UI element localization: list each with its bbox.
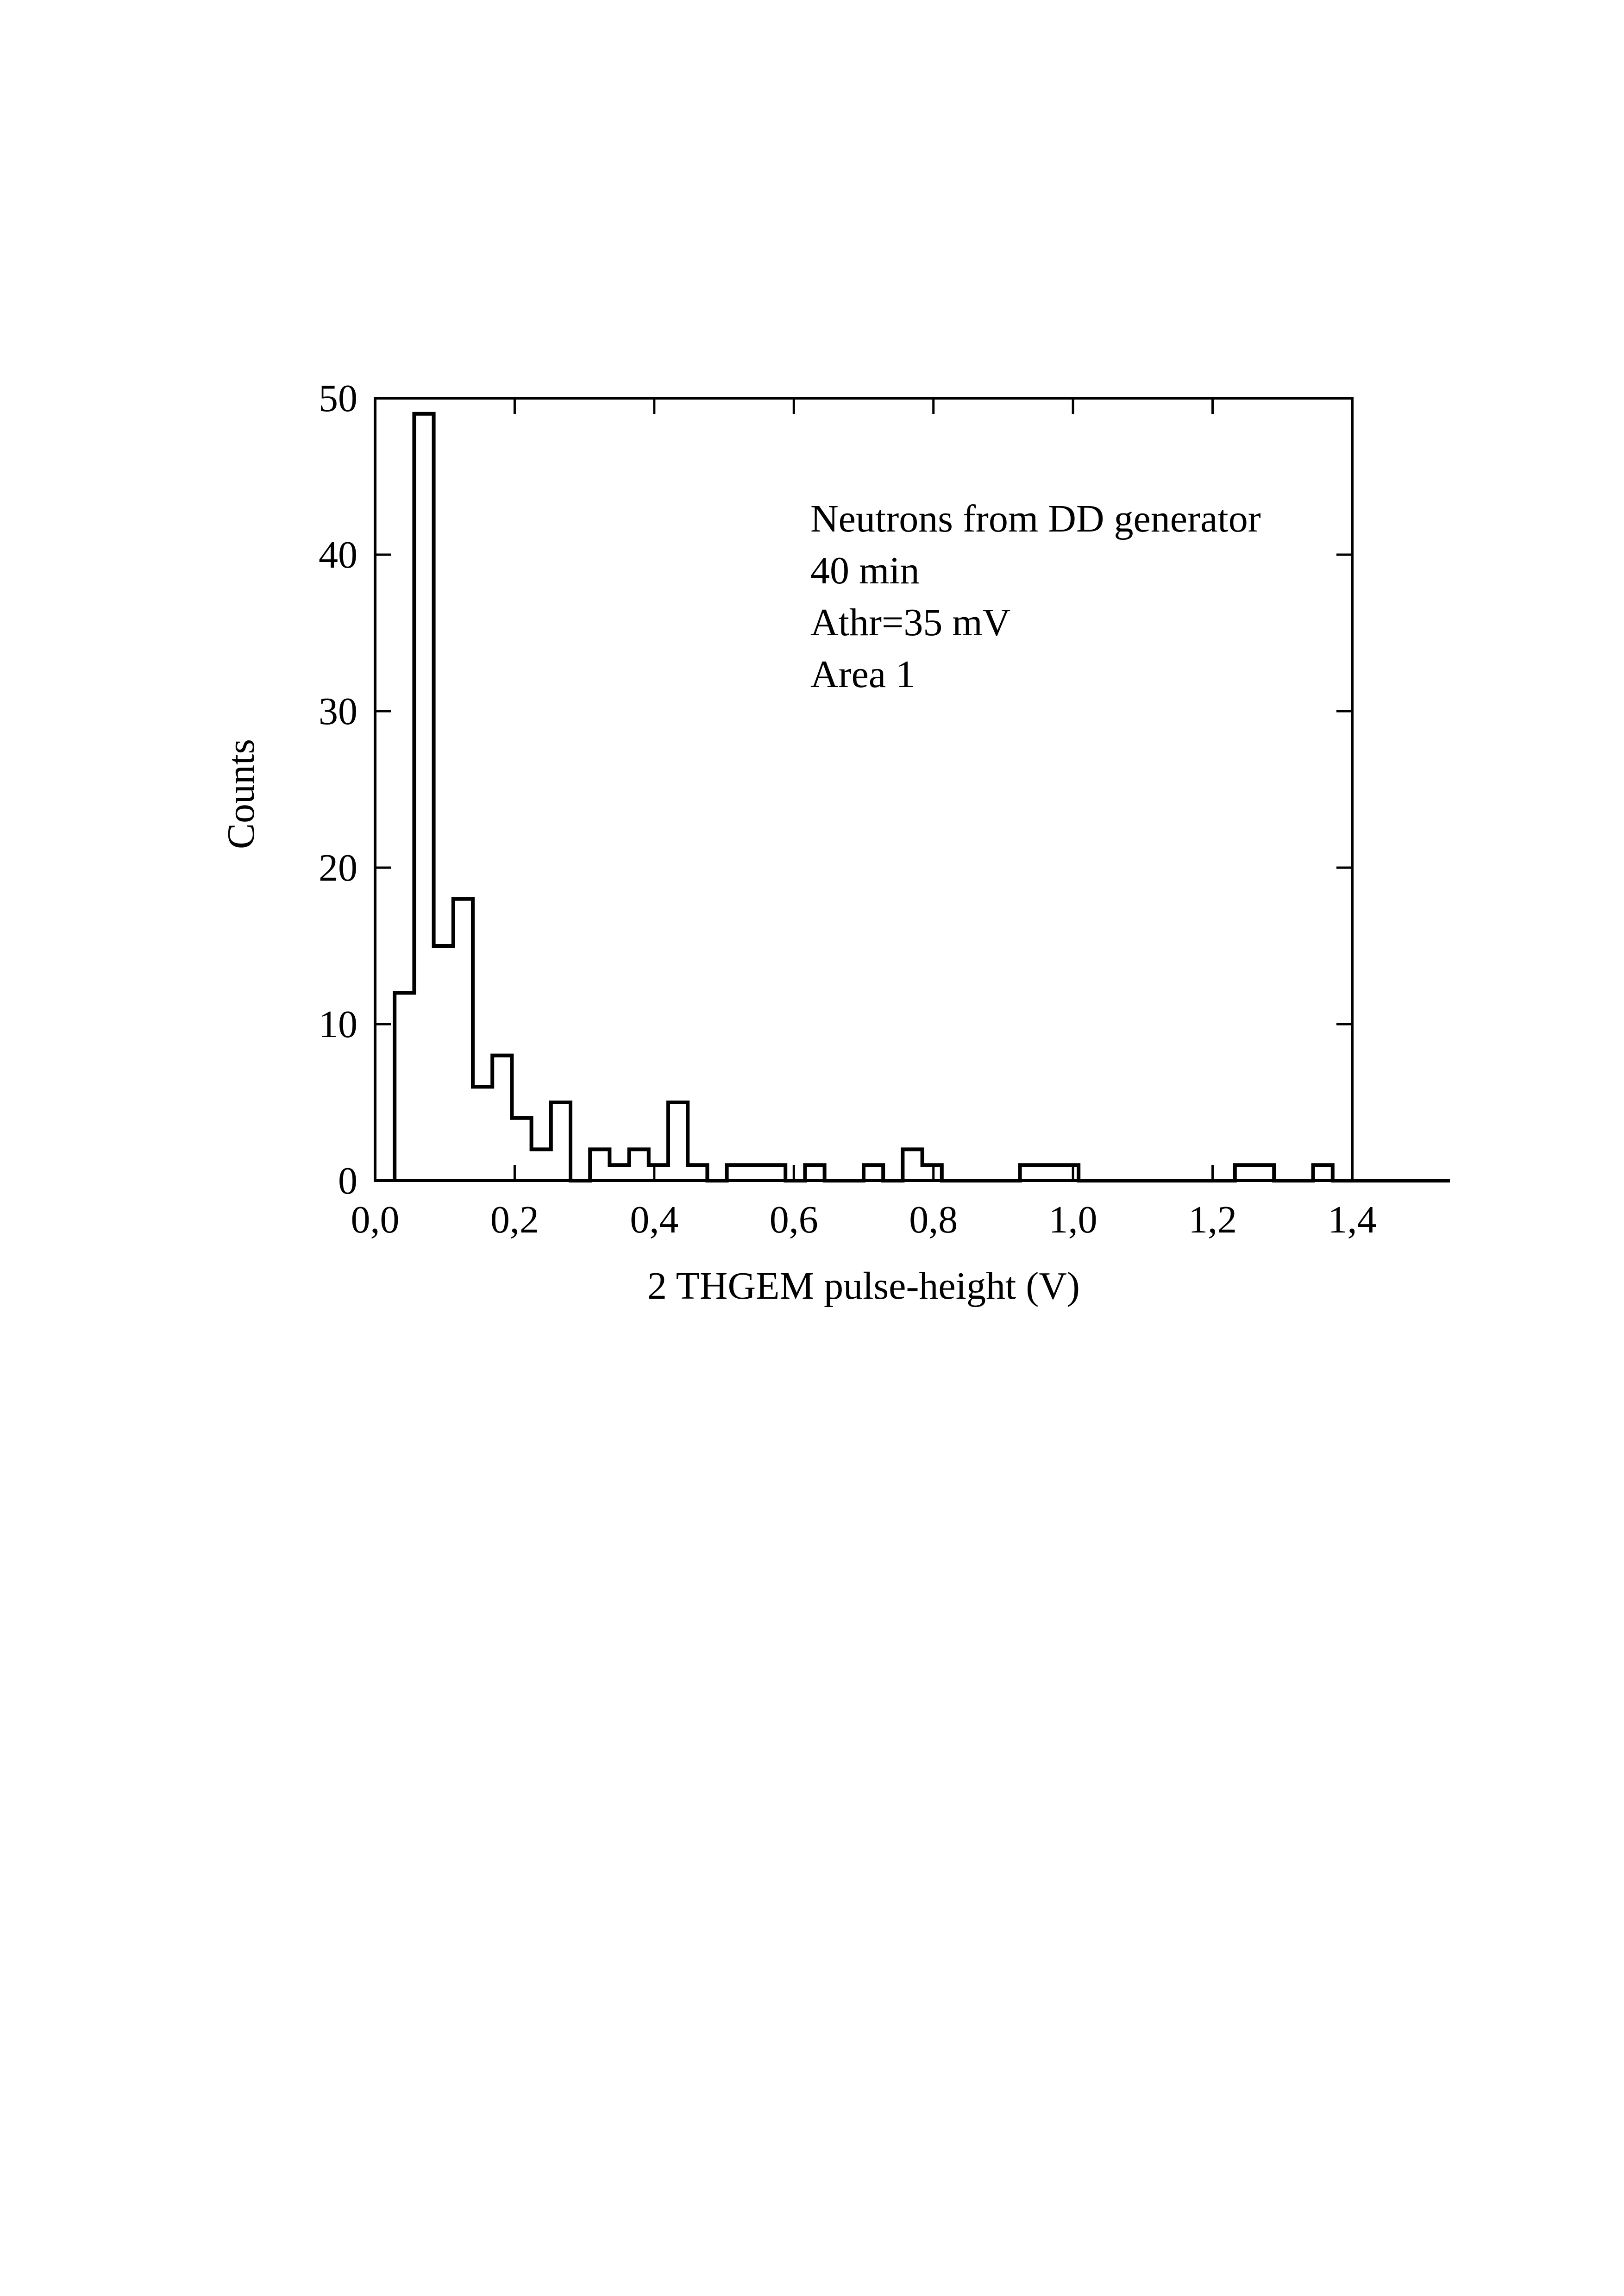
y-axis-title: Counts	[219, 739, 263, 849]
x-axis-ticks: 0,0 0,2 0,4 0,6 0,8 1,0 1,2 1,4	[351, 398, 1377, 1241]
y-tick-label: 50	[319, 377, 357, 420]
annotation-line: Area 1	[810, 653, 915, 696]
x-tick-label: 0,4	[630, 1198, 678, 1241]
annotation-line: Athr=35 mV	[810, 601, 1010, 644]
y-tick-label: 0	[338, 1159, 357, 1202]
y-tick-label: 30	[319, 690, 357, 733]
x-tick-label: 1,4	[1328, 1198, 1377, 1241]
annotation-line: 40 min	[810, 549, 920, 592]
y-tick-label: 10	[319, 1003, 357, 1046]
x-tick-label: 0,6	[770, 1198, 818, 1241]
x-axis-title: 2 THGEM pulse-height (V)	[647, 1264, 1080, 1308]
x-tick-label: 1,2	[1188, 1198, 1237, 1241]
y-axis-ticks: 0 10 20 30 40 50	[319, 377, 1352, 1202]
x-tick-label: 0,0	[351, 1198, 400, 1241]
x-tick-label: 1,0	[1049, 1198, 1097, 1241]
y-tick-label: 20	[319, 846, 357, 889]
x-tick-label: 0,2	[490, 1198, 539, 1241]
histogram-outline	[393, 412, 1450, 1182]
x-tick-label: 0,8	[909, 1198, 958, 1241]
y-tick-label: 40	[319, 533, 357, 576]
annotation-box: Neutrons from DD generator 40 min Athr=3…	[810, 497, 1261, 696]
annotation-line: Neutrons from DD generator	[810, 497, 1261, 540]
